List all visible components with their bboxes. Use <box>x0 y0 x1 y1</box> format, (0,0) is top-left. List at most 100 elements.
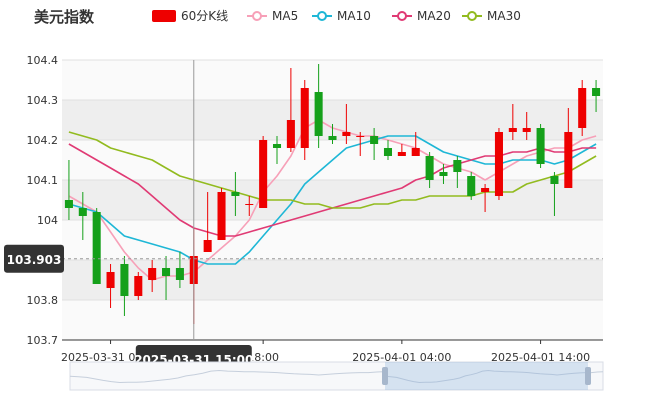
candle <box>203 192 212 252</box>
legend[interactable]: 60分K线 MA5 MA10 MA20 MA30 <box>152 9 521 23</box>
candle-body-up <box>245 204 254 205</box>
candle-body-down <box>467 176 476 196</box>
candle-body-up <box>578 88 587 128</box>
candle <box>162 256 171 300</box>
grid <box>62 59 603 341</box>
grid-band <box>62 300 603 340</box>
x-tick-label: 2025-03-31 08:00 <box>61 351 160 364</box>
candle <box>314 64 323 148</box>
candle <box>494 128 503 200</box>
y-tick-label: 103.7 <box>27 334 59 347</box>
candle-body-up <box>397 152 406 156</box>
legend-swatch-dot <box>467 11 477 21</box>
candle-body-down <box>272 144 282 148</box>
candle-body-down <box>550 176 559 184</box>
candle <box>550 172 559 216</box>
y-tick-label: 104.1 <box>27 174 59 187</box>
candle <box>134 272 143 300</box>
x-tick-label: 2025-04-01 04:00 <box>352 351 451 364</box>
zoom-handle-left[interactable] <box>382 367 388 385</box>
candle-body-up <box>259 140 268 208</box>
candle-body-down <box>439 172 448 176</box>
legend-label: MA5 <box>272 9 298 23</box>
candle-body-up <box>134 276 143 296</box>
legend-swatch <box>152 10 176 22</box>
zoom-handle-right[interactable] <box>585 367 591 385</box>
crosshair-y-label-box <box>4 244 64 273</box>
zoom-selected-range[interactable] <box>385 362 588 390</box>
legend-swatch-dot <box>317 11 327 21</box>
candle-body-down <box>64 200 73 208</box>
candle <box>383 140 393 160</box>
candle <box>467 172 476 200</box>
candle <box>286 68 295 152</box>
legend-item-ma5[interactable]: MA5 <box>247 9 298 23</box>
candle <box>481 184 490 212</box>
candle-body-down <box>92 212 101 284</box>
legend-item-ma30[interactable]: MA30 <box>462 9 521 23</box>
candle <box>578 80 587 136</box>
candle-body-down <box>383 148 393 156</box>
data-zoom-slider[interactable] <box>69 361 604 391</box>
y-tick-label: 103.8 <box>27 294 59 307</box>
candle <box>439 164 448 184</box>
candle <box>245 196 254 216</box>
candle-body-up <box>508 128 517 132</box>
candle-body-up <box>494 132 503 196</box>
candle <box>425 152 434 188</box>
candle <box>78 192 87 240</box>
candle <box>342 104 351 144</box>
candle <box>175 252 184 288</box>
candle <box>370 128 379 160</box>
candle-body-down <box>425 156 434 180</box>
y-tick-label: 104.3 <box>27 94 59 107</box>
candle <box>64 160 73 220</box>
candle-body-down <box>328 136 337 140</box>
legend-item-60分k线[interactable]: 60分K线 <box>152 9 228 23</box>
candle-body-down <box>231 192 240 196</box>
candle-body-up <box>356 136 365 137</box>
candle <box>356 132 365 156</box>
candle <box>148 260 157 292</box>
candle <box>592 80 601 112</box>
candle-body-up <box>300 88 309 148</box>
ma-line-ma10 <box>68 135 597 265</box>
candle <box>217 188 226 240</box>
y-tick-label: 104.2 <box>27 134 59 147</box>
candle <box>328 124 337 144</box>
candle <box>300 80 309 160</box>
grid-band <box>62 180 603 220</box>
y-tick-label: 104 <box>37 214 58 227</box>
candle <box>453 156 462 188</box>
candle <box>508 104 517 140</box>
candle <box>272 136 282 164</box>
candle-body-down <box>78 208 87 216</box>
legend-label: MA10 <box>337 9 371 23</box>
legend-swatch-dot <box>397 11 407 21</box>
candle-body-down <box>175 268 184 280</box>
ma-line-ma30 <box>68 131 597 209</box>
y-tick-label: 104.4 <box>27 54 59 67</box>
candle <box>522 112 531 140</box>
candle <box>259 136 268 208</box>
candle-body-up <box>411 148 420 156</box>
zoom-track[interactable] <box>69 361 604 391</box>
candle-body-up <box>342 132 351 136</box>
candle-body-down <box>592 88 601 96</box>
candle-body-up <box>217 192 226 240</box>
chart-title: 美元指数 <box>34 8 95 26</box>
legend-item-ma10[interactable]: MA10 <box>312 9 371 23</box>
grid-band <box>62 220 603 260</box>
candle-body-up <box>286 120 295 148</box>
candle <box>106 264 115 308</box>
candle <box>564 108 573 188</box>
candle <box>411 132 420 156</box>
crosshair-y-label: 103.903 <box>7 253 62 267</box>
legend-label: 60分K线 <box>181 9 228 23</box>
candle-body-down <box>536 128 545 164</box>
candle-body-up <box>148 268 157 280</box>
legend-item-ma20[interactable]: MA20 <box>392 9 451 23</box>
candle-body-down <box>314 92 323 136</box>
